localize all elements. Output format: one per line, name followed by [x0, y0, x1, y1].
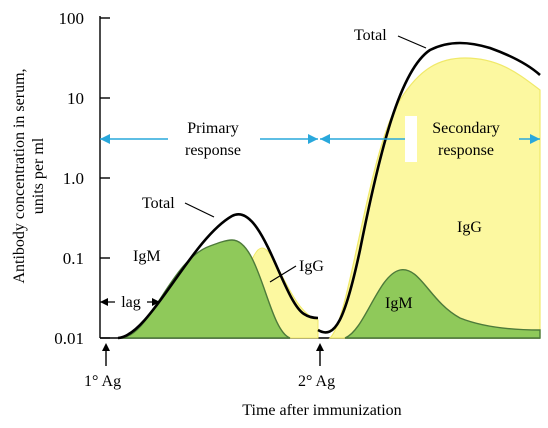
- secondary-label-bg: [415, 116, 519, 162]
- y-axis-title-line1: Antibody concentration in serum,: [11, 68, 28, 283]
- y-axis-title-line2: units per ml: [30, 137, 47, 214]
- first-ag-label: 1° Ag: [84, 373, 121, 390]
- y-tick-label-1: 0.1: [63, 249, 84, 268]
- lag-arrow-head-left: [100, 298, 108, 306]
- primary-arrow-head-left: [100, 134, 110, 144]
- igg-secondary-label: IgG: [457, 219, 482, 236]
- secondary-arrow-head-left: [320, 134, 330, 144]
- x-axis-title: Time after immunization: [242, 402, 401, 419]
- y-tick-label-3: 10: [67, 89, 84, 108]
- total-secondary-pointer: [397, 35, 427, 49]
- y-axis-ticks: 0.01 0.1 1.0 10 100: [54, 9, 110, 348]
- secondary-label-bg-left: [405, 116, 417, 162]
- primary-response-label-line1: Primary: [187, 120, 239, 137]
- secondary-response-label-line1: Secondary: [432, 120, 500, 137]
- y-tick-label-2: 1.0: [63, 169, 84, 188]
- second-ag-arrow-head: [316, 343, 324, 351]
- total-primary-pointer: [184, 202, 215, 218]
- y-tick-label-4: 100: [59, 9, 85, 28]
- primary-arrow-head-right: [308, 134, 318, 144]
- first-ag-arrow-head: [102, 343, 110, 351]
- igm-secondary-area: [344, 269, 541, 339]
- secondary-response-label-line2: response: [438, 142, 494, 159]
- y-tick-label-0: 0.01: [54, 329, 84, 348]
- igg-primary-label: IgG: [299, 258, 324, 275]
- secondary-arrow-head-right: [530, 134, 540, 144]
- total-secondary-line: [317, 41, 541, 334]
- total-secondary-label: Total: [354, 27, 387, 44]
- total-primary-label: Total: [142, 195, 175, 212]
- total-primary-line: [117, 213, 319, 340]
- igg-primary-pointer: [269, 265, 297, 283]
- igm-primary-label: IgM: [133, 248, 161, 265]
- lag-label-bg: [115, 292, 147, 312]
- lag-label: lag: [121, 294, 141, 311]
- primary-response-label-line2: response: [185, 142, 241, 159]
- lag-arrow-head-right: [152, 298, 160, 306]
- primary-label-bg: [168, 116, 260, 162]
- igm-secondary-label: IgM: [385, 295, 413, 312]
- second-ag-label: 2° Ag: [298, 373, 335, 390]
